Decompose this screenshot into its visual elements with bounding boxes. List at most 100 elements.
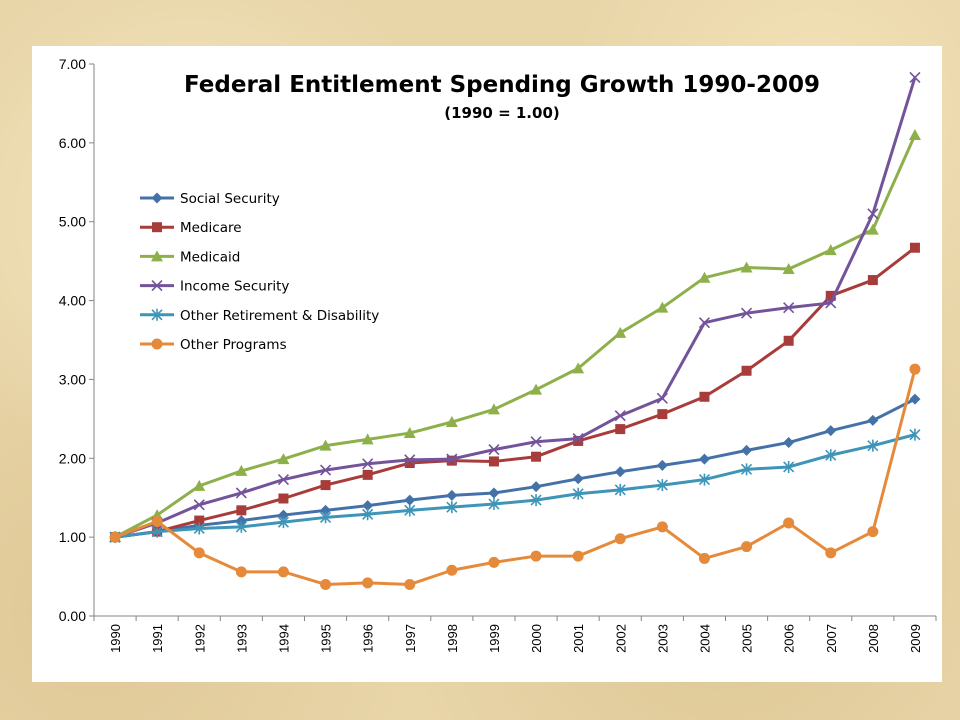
legend: Social Security Medicare Medicaid Income Se… [140, 191, 379, 353]
data-point [698, 317, 711, 329]
series-line [114, 397, 916, 539]
series-line [114, 246, 916, 539]
legend-item: Medicare [140, 220, 242, 236]
data-point [825, 297, 837, 309]
data-point [362, 508, 374, 521]
data-point [488, 487, 500, 499]
data-point [151, 515, 163, 527]
data-point [614, 410, 626, 422]
data-point [109, 531, 121, 543]
x-tick-label: 2005 [740, 624, 755, 653]
data-point [909, 242, 920, 253]
data-point [361, 433, 374, 445]
data-point [446, 455, 457, 466]
data-point [277, 509, 289, 521]
data-point [530, 494, 542, 507]
data-point [783, 335, 794, 346]
y-tick-label: 2.00 [59, 450, 86, 466]
data-point [446, 453, 458, 465]
data-point [909, 428, 921, 441]
axes: 0.00 1.00 2.00 3.00 4.00 5.00 6.00 7.00 1990 1991… [59, 56, 937, 653]
x-tick-label: 1998 [445, 624, 460, 653]
x-tick-label: 2001 [571, 624, 586, 653]
data-point [825, 449, 837, 462]
data-point [530, 550, 542, 562]
data-point [614, 533, 626, 545]
legend-item: Other Retirement & Disability [140, 308, 379, 324]
chart-panel: Federal Entitlement Spending Growth 1990… [32, 46, 942, 682]
x-tick-label: 2006 [782, 624, 797, 653]
data-point [741, 365, 752, 376]
data-point [656, 392, 668, 404]
data-point [867, 439, 879, 452]
y-tick-label: 6.00 [59, 135, 86, 151]
data-point [741, 541, 753, 553]
data-point [193, 499, 205, 511]
data-point [741, 444, 753, 456]
y-tick-label: 3.00 [59, 371, 86, 387]
legend-item: Social Security [140, 191, 280, 207]
data-point [909, 71, 921, 83]
x-tick-label: 2000 [529, 624, 544, 653]
x-tick-label: 2007 [824, 624, 839, 653]
data-point [867, 208, 879, 220]
data-point [656, 521, 668, 533]
legend-label: Medicaid [180, 249, 240, 265]
data-point [530, 481, 542, 493]
x-tick-label: 2008 [866, 624, 881, 653]
line-chart: Federal Entitlement Spending Growth 1990… [59, 56, 937, 653]
y-tick-label: 0.00 [59, 608, 86, 624]
data-point [614, 326, 627, 338]
data-point [319, 439, 332, 451]
data-point [783, 517, 795, 529]
data-point [867, 526, 879, 538]
data-point [573, 435, 584, 446]
data-point [404, 494, 416, 506]
legend-item: Income Security [140, 279, 289, 295]
data-point [783, 302, 795, 314]
data-point [404, 454, 416, 466]
legend-item: Medicaid [140, 249, 240, 265]
data-point [319, 511, 332, 524]
data-point [151, 338, 163, 350]
data-point [488, 444, 500, 456]
data-point [362, 500, 374, 512]
data-point [152, 222, 162, 233]
data-point [656, 479, 668, 492]
data-point [193, 522, 205, 535]
x-tick-label: 2002 [613, 624, 628, 653]
data-point [614, 466, 626, 478]
data-point [151, 308, 163, 321]
data-point [572, 550, 584, 562]
data-point [866, 223, 879, 235]
y-tick-label: 1.00 [59, 529, 86, 545]
data-point [277, 566, 289, 578]
data-point [825, 290, 836, 301]
data-point [193, 479, 206, 491]
legend-label: Other Programs [180, 337, 287, 353]
x-tick-label: 1994 [276, 624, 291, 653]
data-point [362, 458, 374, 470]
data-point [530, 383, 543, 395]
data-point [445, 416, 458, 428]
data-point [909, 393, 921, 405]
data-point [614, 483, 626, 496]
x-tick-label: 2003 [655, 624, 670, 653]
legend-item: Other Programs [140, 337, 287, 353]
series-line [114, 76, 917, 539]
data-point [362, 577, 374, 589]
data-point [446, 489, 458, 501]
data-point [236, 505, 247, 516]
data-point [320, 504, 332, 516]
data-point [488, 498, 500, 511]
data-point [235, 515, 247, 527]
data-point [487, 403, 500, 415]
y-tick-label: 5.00 [59, 214, 86, 230]
data-point [403, 427, 416, 439]
y-tick-label: 7.00 [59, 56, 86, 72]
y-tick-label: 4.00 [59, 293, 86, 309]
data-point [698, 271, 711, 283]
x-tick-label: 1997 [403, 624, 418, 653]
series-line [114, 134, 917, 539]
x-tick-label: 2009 [908, 624, 923, 653]
